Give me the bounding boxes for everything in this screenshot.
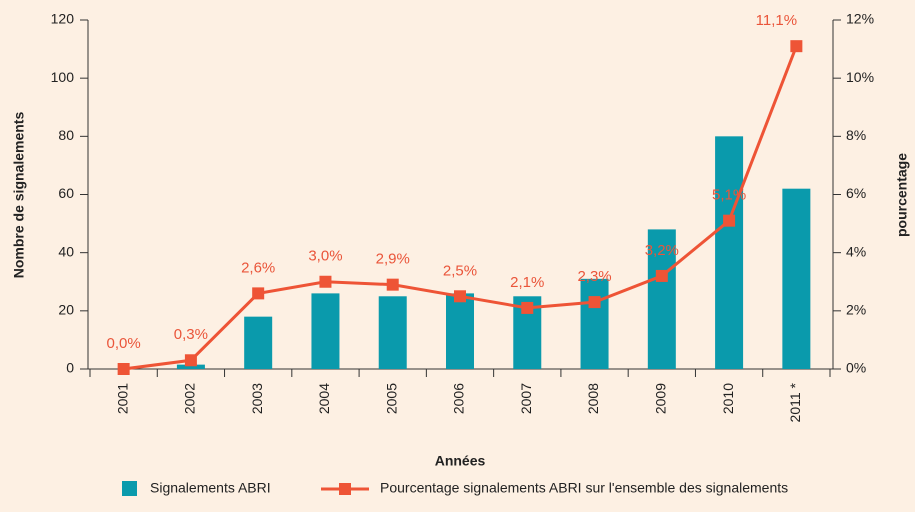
- y-tick-label: 40: [58, 243, 74, 259]
- marker: [521, 301, 534, 314]
- y2-tick-label: 6%: [846, 185, 866, 201]
- y2-tick-label: 2%: [846, 302, 866, 318]
- x-tick-label: 2011 *: [787, 382, 803, 422]
- legend-label: Signalements ABRI: [150, 480, 271, 496]
- data-label: 2,9%: [376, 251, 410, 268]
- y-tick-label: 120: [51, 11, 75, 27]
- y-tick-label: 80: [58, 127, 74, 143]
- marker: [386, 278, 399, 291]
- y2-axis-label: pourcentage: [894, 153, 910, 237]
- x-tick-label: 2005: [383, 383, 399, 414]
- data-label: 3,0%: [308, 248, 342, 265]
- legend-label: Pourcentage signalements ABRI sur l'ense…: [380, 480, 788, 496]
- x-tick-label: 2003: [249, 383, 265, 414]
- legend-swatch: [122, 481, 137, 496]
- y2-tick-label: 12%: [846, 11, 874, 27]
- data-label: 0,0%: [107, 335, 141, 352]
- data-label: 2,5%: [443, 262, 477, 279]
- x-tick-label: 2004: [316, 383, 332, 414]
- data-label: 2,1%: [510, 274, 544, 291]
- y-tick-label: 0: [66, 360, 74, 376]
- data-label: 2,3%: [577, 268, 611, 285]
- marker: [184, 354, 197, 367]
- data-label: 3,2%: [645, 242, 679, 259]
- y2-tick-label: 10%: [846, 69, 874, 85]
- bar: [244, 316, 273, 369]
- x-tick-label: 2007: [518, 383, 534, 414]
- y-tick-label: 100: [51, 69, 75, 85]
- marker: [790, 40, 803, 53]
- x-tick-label: 2008: [585, 383, 601, 414]
- y2-tick-label: 0%: [846, 360, 866, 376]
- y2-tick-label: 8%: [846, 127, 866, 143]
- marker: [117, 363, 130, 375]
- bar: [176, 364, 205, 369]
- marker: [655, 269, 668, 282]
- data-label: 2,6%: [241, 259, 275, 276]
- bar: [782, 188, 811, 369]
- x-tick-label: 2001: [114, 383, 130, 414]
- x-tick-label: 2010: [720, 383, 736, 414]
- y-tick-label: 20: [58, 302, 74, 318]
- marker: [252, 287, 265, 300]
- data-label: 11,1%: [756, 12, 797, 29]
- legend-marker: [339, 483, 351, 495]
- x-tick-label: 2006: [451, 383, 467, 414]
- marker: [454, 290, 466, 303]
- bar: [715, 136, 744, 369]
- bar: [311, 293, 340, 369]
- bar: [446, 293, 474, 369]
- x-tick-label: 2009: [653, 383, 669, 414]
- marker: [588, 296, 601, 309]
- marker: [319, 275, 332, 288]
- marker: [723, 214, 736, 227]
- bar: [378, 296, 407, 369]
- data-label: 5,1%: [712, 187, 746, 204]
- bar: [647, 229, 676, 369]
- y-axis-label: Nombre de signalements: [11, 112, 27, 279]
- y-tick-label: 60: [58, 185, 74, 201]
- y2-tick-label: 4%: [846, 243, 866, 259]
- bar: [580, 278, 609, 369]
- x-tick-label: 2002: [182, 383, 198, 414]
- data-label: 0,3%: [174, 326, 208, 343]
- x-axis-label: Années: [435, 453, 486, 469]
